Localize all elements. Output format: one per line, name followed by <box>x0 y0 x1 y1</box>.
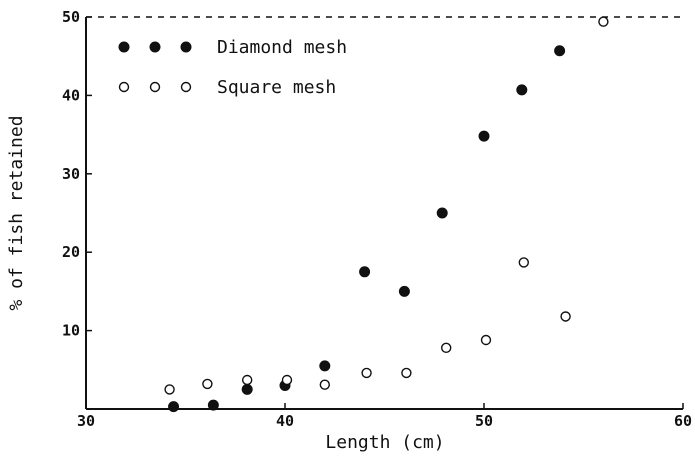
x-axis-title: Length (cm) <box>325 432 444 453</box>
series-diamond-mesh <box>168 45 566 413</box>
square-mesh-point <box>164 384 175 395</box>
diamond-mesh-point <box>554 45 566 57</box>
square-mesh-point <box>319 379 330 390</box>
diamond-mesh-point <box>478 130 490 142</box>
x-tick-label: 60 <box>674 412 692 430</box>
square-mesh-point <box>241 374 253 386</box>
square-mesh-point <box>361 367 372 379</box>
diamond-mesh-point <box>516 84 528 96</box>
legend-marker <box>180 41 192 53</box>
diamond-mesh-point <box>398 285 410 297</box>
diamond-mesh-point <box>359 266 371 278</box>
data-points <box>164 16 609 413</box>
legend-marker <box>149 41 161 53</box>
square-mesh-point <box>202 378 213 390</box>
square-mesh-point <box>440 342 452 354</box>
ticks <box>85 16 684 409</box>
y-axis-title: % of fish retained <box>6 115 27 310</box>
legend-item-diamond-mesh: Diamond mesh <box>118 37 347 58</box>
axes <box>85 16 683 410</box>
diamond-mesh-point <box>207 399 219 411</box>
y-tick-label: 30 <box>62 165 80 183</box>
diamond-mesh-point <box>319 360 331 372</box>
legend-marker <box>118 81 130 93</box>
legend-marker <box>180 81 192 93</box>
diamond-mesh-point <box>168 401 180 413</box>
x-tick-label: 50 <box>475 412 493 430</box>
square-mesh-point <box>598 16 609 27</box>
square-mesh-point <box>560 311 571 322</box>
y-tick-label: 10 <box>62 322 80 340</box>
diamond-mesh-point <box>241 383 253 395</box>
legend-label: Diamond mesh <box>217 37 347 58</box>
x-tick-label: 40 <box>276 412 294 430</box>
tick-labels: 30 40 50 60 10 20 30 40 50 <box>62 8 692 430</box>
legend-marker <box>118 41 130 53</box>
x-tick-label: 30 <box>77 412 95 430</box>
legend-label: Square mesh <box>217 77 336 98</box>
legend-item-square-mesh: Square mesh <box>118 77 336 98</box>
square-mesh-point <box>281 374 293 386</box>
square-mesh-point <box>480 334 492 346</box>
y-tick-label: 50 <box>62 8 80 26</box>
y-tick-label: 40 <box>62 86 80 104</box>
square-mesh-point <box>518 257 529 268</box>
legend: Diamond mesh Square mesh <box>118 37 347 98</box>
series-square-mesh <box>164 16 609 395</box>
legend-marker <box>149 81 161 93</box>
y-tick-label: 20 <box>62 243 80 261</box>
diamond-mesh-point <box>436 207 448 219</box>
square-mesh-point <box>401 367 412 379</box>
